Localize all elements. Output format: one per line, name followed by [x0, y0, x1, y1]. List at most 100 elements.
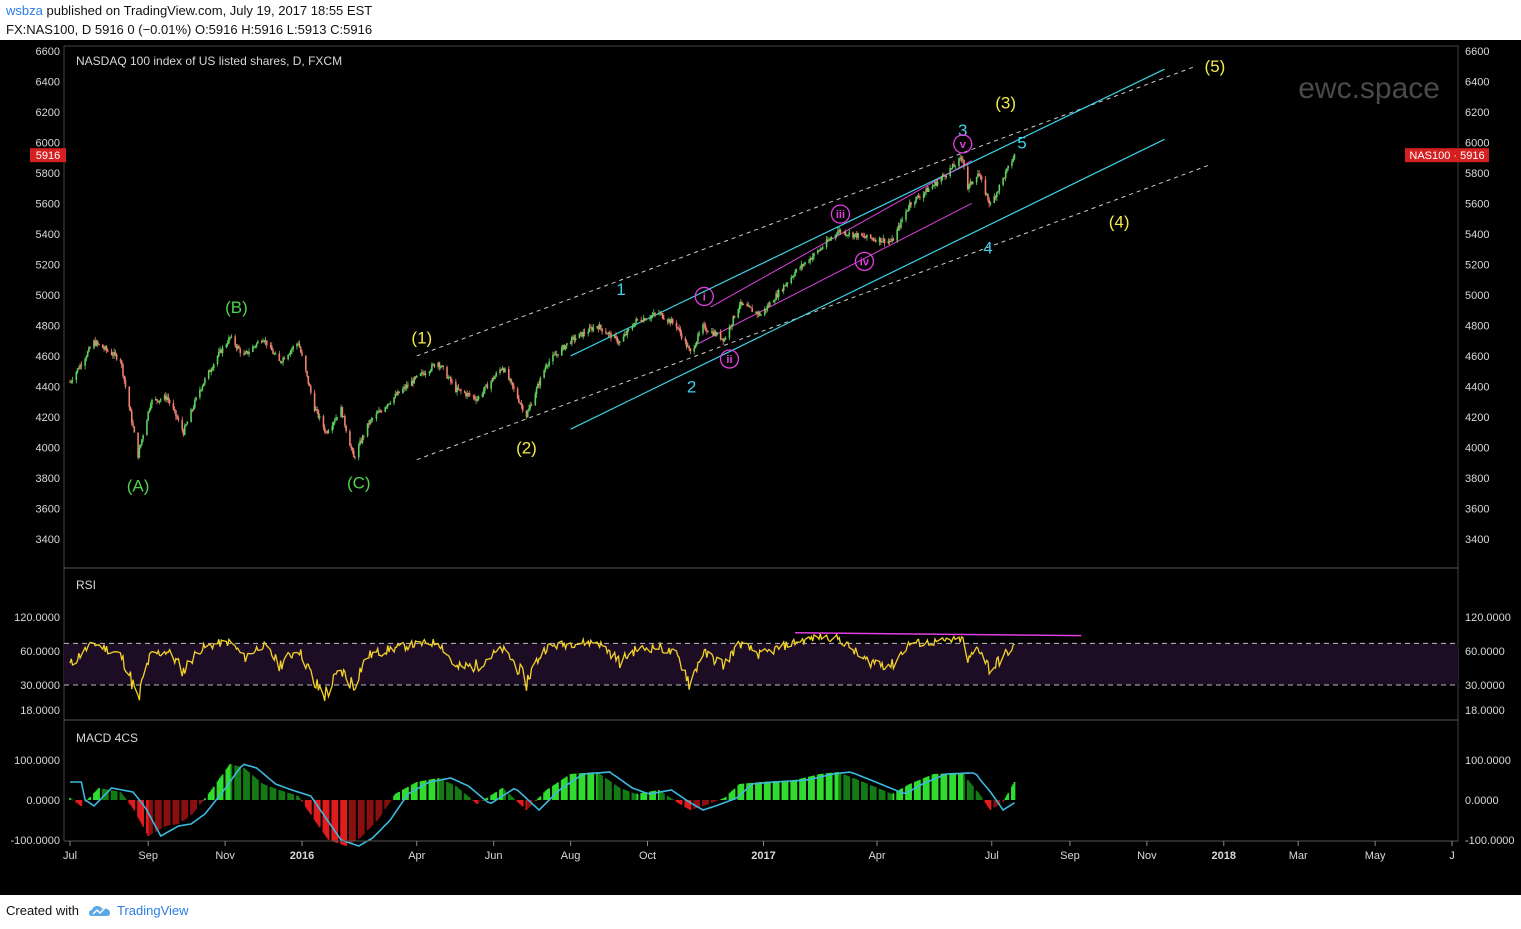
tradingview-brand-link[interactable]: TradingView: [116, 903, 189, 918]
macd-bar: [810, 776, 813, 800]
macd-bar: [813, 775, 815, 800]
tradingview-cloud-icon: [88, 905, 110, 916]
macd-bar: [961, 772, 964, 800]
candle-body: [993, 196, 996, 203]
candle-body: [521, 405, 524, 411]
macd-bar: [393, 795, 395, 800]
macd-bar: [826, 773, 829, 800]
macd-bar: [940, 773, 943, 800]
macd-bar: [998, 800, 1001, 805]
macd-bar: [591, 772, 593, 800]
macd-bar: [388, 800, 390, 804]
macd-bar: [244, 769, 247, 800]
candle-body: [437, 362, 439, 368]
macd-bar: [968, 781, 970, 800]
candle-body: [185, 424, 187, 426]
candle-body: [694, 345, 697, 349]
candle-body: [719, 332, 722, 340]
macd-bar: [896, 791, 899, 800]
price-tick-left: 4400: [36, 381, 60, 393]
candle-body: [679, 328, 682, 334]
macd-bar: [649, 791, 651, 800]
candle-body: [388, 403, 390, 405]
candle-body: [313, 392, 316, 411]
candle-body: [467, 393, 470, 395]
macd-bar: [837, 772, 839, 800]
candle-body: [544, 367, 547, 371]
macd-bar: [473, 800, 476, 802]
candle-body: [979, 175, 982, 177]
candle-body: [246, 351, 249, 354]
publisher-username[interactable]: wsbza: [6, 3, 43, 18]
candle-body: [827, 239, 829, 241]
macd-bar: [666, 796, 669, 800]
macd-bar: [597, 772, 600, 800]
candle-body: [634, 322, 636, 327]
candle-body: [351, 448, 354, 451]
macd-bar: [500, 788, 503, 800]
candle-body: [239, 348, 242, 354]
macd-bar: [442, 780, 445, 800]
macd-bar: [623, 789, 626, 800]
macd-bar: [340, 800, 343, 845]
macd-bar: [543, 792, 546, 800]
macd-bar: [447, 782, 450, 800]
candle-body: [95, 341, 98, 346]
candle-body: [914, 202, 916, 205]
candle-body: [1004, 171, 1007, 179]
candle-body: [821, 247, 824, 249]
macd-bar: [871, 785, 873, 800]
candle-body: [323, 427, 326, 432]
macd-bar: [963, 774, 965, 800]
candle-body: [936, 181, 939, 186]
wave-label-5: (5): [1205, 57, 1226, 76]
macd-bar: [132, 800, 134, 808]
macd-bar: [238, 766, 240, 800]
candle-body: [472, 395, 475, 397]
candle-body: [226, 343, 229, 345]
candle-body: [385, 406, 388, 408]
macd-bar: [949, 773, 952, 800]
macd-bar: [1005, 795, 1008, 800]
macd-bar: [429, 779, 432, 800]
candle-body: [922, 193, 925, 199]
macd-bar: [733, 788, 736, 800]
candle-body: [289, 350, 292, 354]
macd-bar: [129, 800, 132, 805]
macd-bar: [309, 800, 312, 815]
candle-body: [737, 309, 740, 318]
candle-body: [159, 399, 162, 401]
candle-body: [331, 425, 334, 431]
candle-body: [721, 338, 723, 340]
macd-bar: [760, 782, 762, 800]
macd-bar: [262, 784, 264, 800]
macd-bar: [910, 783, 912, 800]
price-tick-left: 6000: [36, 137, 60, 149]
candle-body: [332, 422, 335, 426]
candle-body: [724, 337, 727, 340]
macd-bar: [845, 775, 848, 800]
macd-bar: [428, 779, 431, 800]
macd-bar: [380, 800, 383, 815]
candle-body: [676, 327, 679, 329]
candle-body: [777, 289, 780, 298]
wave-label-2: (2): [516, 438, 537, 457]
candle-body: [917, 196, 920, 198]
candle-body: [340, 407, 342, 418]
macd-bar: [926, 776, 929, 800]
candle-body: [987, 193, 989, 200]
candle-body: [262, 340, 264, 342]
candle-body: [908, 202, 911, 209]
macd-bar: [119, 792, 122, 800]
macd-bar: [385, 800, 388, 807]
candle-body: [537, 383, 539, 389]
candle-body: [809, 258, 811, 262]
candle-body: [837, 231, 839, 235]
time-label: Aug: [561, 850, 581, 862]
wave-label-circle: [694, 286, 714, 307]
candle-body: [830, 237, 833, 240]
macd-signal-line: [70, 763, 1015, 847]
candle-body: [526, 411, 529, 417]
macd-bar: [669, 797, 672, 800]
